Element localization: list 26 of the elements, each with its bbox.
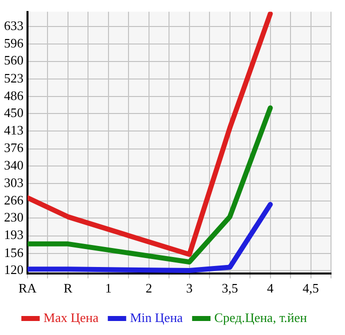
x-tick-label: 3,5 <box>222 280 238 296</box>
x-tick-label: 2 <box>146 280 152 296</box>
y-tick-label: 486 <box>4 88 24 103</box>
y-tick-label: 560 <box>4 52 24 68</box>
y-tick-label: 633 <box>4 18 24 33</box>
y-tick-label: 596 <box>4 36 24 51</box>
y-tick-label: 156 <box>4 244 24 260</box>
y-tick-label: 120 <box>4 262 24 277</box>
y-tick-label: 450 <box>4 105 24 120</box>
y-tick-label: 413 <box>4 122 24 138</box>
y-tick-label: 303 <box>4 174 24 190</box>
x-tick-label: 1 <box>105 280 112 296</box>
x-tick-label: 4 <box>267 280 274 296</box>
y-tick-label: 376 <box>4 140 24 156</box>
legend-label: Max Цена <box>44 310 99 325</box>
y-tick-label: 340 <box>4 157 24 172</box>
legend-label: Min Цена <box>130 310 184 325</box>
x-tick-label: RA <box>18 280 38 296</box>
y-tick-label: 266 <box>4 192 24 208</box>
x-tick-label: 4,5 <box>302 280 319 296</box>
x-tick-label: 3 <box>186 280 193 296</box>
y-tick-label: 523 <box>4 70 24 86</box>
y-tick-label: 230 <box>4 210 24 225</box>
y-tick-label: 193 <box>4 227 24 242</box>
legend-label: Сред.Цена, т.йен <box>214 310 308 325</box>
x-tick-label: R <box>64 280 73 296</box>
